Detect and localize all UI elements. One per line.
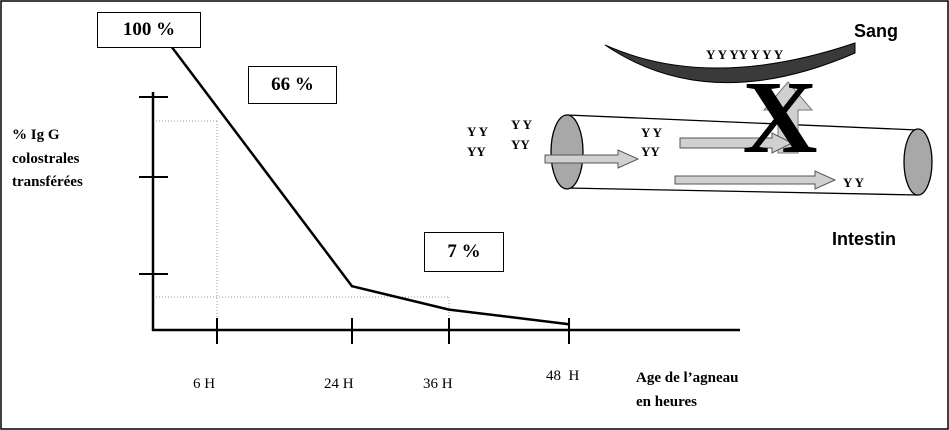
y-label-line-3: transférées — [12, 174, 83, 190]
x-tick-label-24h: 24 H — [324, 376, 354, 392]
block-x-mark: X — [742, 60, 817, 175]
entry-arrow — [544, 149, 640, 169]
transfer-curve — [164, 37, 570, 326]
curve-point-2 — [447, 308, 451, 311]
blood-label: Sang — [854, 21, 899, 41]
annotation-7: 7 % — [424, 232, 504, 272]
curve-point-3 — [567, 322, 571, 326]
lumen-antibodies-b2: YY — [511, 137, 530, 152]
blood-vessel — [604, 42, 856, 84]
absorption-up-arrow — [762, 81, 814, 154]
exit-arrow — [674, 170, 837, 190]
blood-antibodies: Y Y YY Y Y Y — [706, 47, 784, 62]
tube-end-left — [550, 114, 584, 190]
inner-arrow — [679, 132, 794, 154]
inner-antibodies-2: YY — [641, 144, 660, 159]
tube-bottom-edge — [566, 187, 919, 196]
tube-end-right — [903, 128, 933, 196]
x-label-line-1: Age de l’agneau — [636, 370, 739, 386]
tube-top-edge — [566, 114, 919, 131]
y-label-line-2: colostrales — [12, 151, 80, 167]
x-label-line-2: en heures — [636, 394, 697, 410]
y-label-line-1: % Ig G — [12, 127, 60, 143]
intestine-tube — [550, 114, 933, 196]
lumen-antibodies-a2: YY — [467, 144, 486, 159]
curve-points — [163, 36, 571, 326]
annotation-100: 100 % — [97, 12, 201, 48]
x-tick-label-36h: 36 H — [423, 376, 453, 392]
x-tick-label-48h: 48 H — [546, 368, 580, 384]
lumen-antibodies-a1: Y Y — [467, 124, 489, 139]
lumen-antibodies-b1: Y Y — [511, 117, 533, 132]
curve-point-1 — [350, 285, 354, 288]
exit-antibodies: Y Y — [843, 175, 865, 190]
x-tick-label-6h: 6 H — [193, 376, 216, 392]
inner-antibodies-1: Y Y — [641, 125, 663, 140]
annotation-66: 66 % — [248, 66, 337, 104]
intestine-label: Intestin — [832, 229, 897, 249]
